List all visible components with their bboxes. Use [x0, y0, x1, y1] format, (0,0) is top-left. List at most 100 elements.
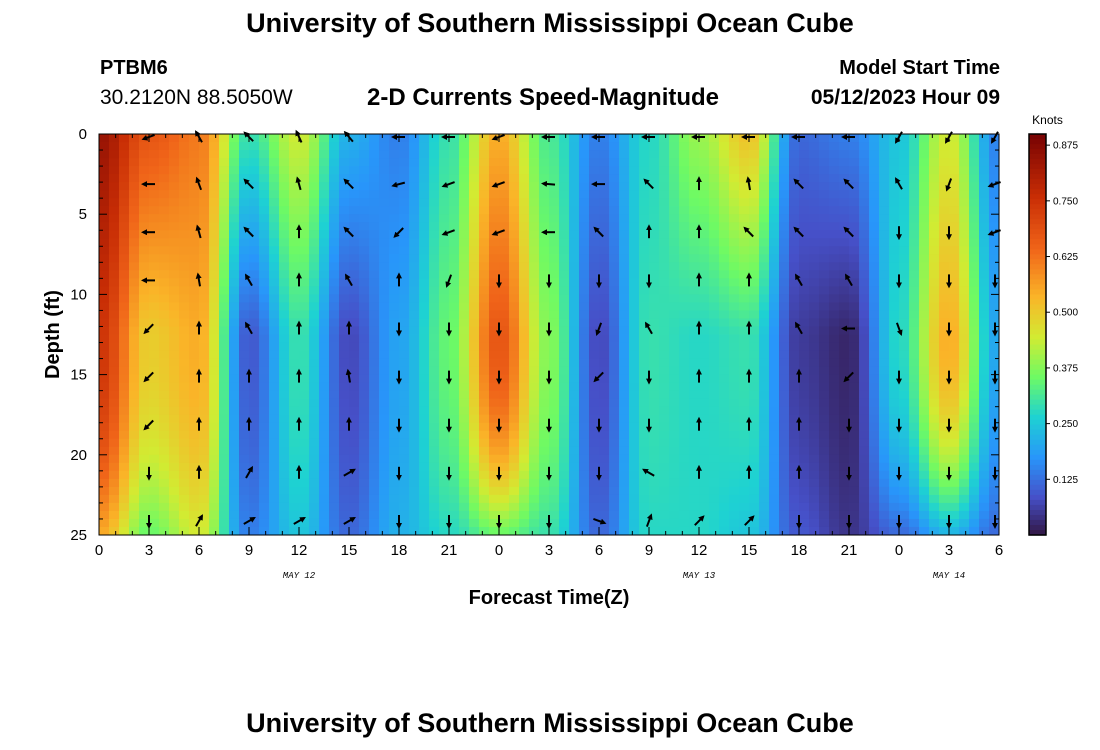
heatmap-cell [339, 326, 350, 335]
current-vector-arrow [795, 273, 803, 287]
heatmap-cell [649, 527, 660, 536]
heatmap-cell [489, 519, 500, 528]
heatmap-cell [729, 278, 740, 287]
heatmap-cell [209, 134, 220, 143]
heatmap-cell [639, 399, 650, 408]
heatmap-cell [819, 415, 830, 424]
heatmap-cell [709, 150, 720, 159]
heatmap-cell [549, 270, 560, 279]
heatmap-cell [299, 463, 310, 472]
heatmap-cell [319, 439, 330, 448]
heatmap-cell [939, 399, 950, 408]
heatmap-cell [399, 407, 410, 416]
heatmap-cell [509, 278, 520, 287]
heatmap-cell [809, 439, 820, 448]
heatmap-cell [769, 527, 780, 536]
heatmap-cell [549, 391, 560, 400]
heatmap-cell [919, 270, 930, 279]
heatmap-cell [259, 391, 270, 400]
heatmap-cell [939, 238, 950, 247]
heatmap-cell [259, 326, 270, 335]
heatmap-cell [629, 262, 640, 271]
heatmap-cell [319, 343, 330, 352]
heatmap-cell [929, 262, 940, 271]
heatmap-cell [929, 254, 940, 263]
heatmap-cell [909, 174, 920, 183]
heatmap-cell [179, 343, 190, 352]
heatmap-cell [399, 246, 410, 255]
heatmap-cell [879, 294, 890, 303]
heatmap-cell [339, 447, 350, 456]
heatmap-cell [189, 463, 200, 472]
heatmap-cell [669, 439, 680, 448]
heatmap-cell [619, 423, 630, 432]
heatmap-cell [599, 230, 610, 239]
heatmap-cell [649, 174, 660, 183]
heatmap-cell [709, 527, 720, 536]
heatmap-cell [559, 375, 570, 384]
heatmap-cell [989, 431, 1000, 440]
heatmap-cell [939, 407, 950, 416]
heatmap-cell [519, 439, 530, 448]
heatmap-cell [119, 262, 130, 271]
heatmap-cell [99, 335, 110, 344]
heatmap-cell [189, 415, 200, 424]
heatmap-cell [859, 302, 870, 311]
heatmap-cell [919, 318, 930, 327]
heatmap-cell [409, 278, 420, 287]
heatmap-cell [909, 383, 920, 392]
heatmap-cell [869, 367, 880, 376]
heatmap-cell [789, 343, 800, 352]
heatmap-cell [849, 463, 860, 472]
heatmap-cell [269, 174, 280, 183]
heatmap-cell [799, 487, 810, 496]
heatmap-cell [429, 471, 440, 480]
heatmap-cell [339, 198, 350, 207]
heatmap-cell [789, 302, 800, 311]
heatmap-cell [279, 238, 290, 247]
heatmap-cell [439, 487, 450, 496]
heatmap-cell [169, 399, 180, 408]
heatmap-cell [699, 495, 710, 504]
heatmap-cell [699, 174, 710, 183]
heatmap-cell [929, 318, 940, 327]
heatmap-cell [439, 407, 450, 416]
heatmap-cell [589, 286, 600, 295]
heatmap-cell [469, 142, 480, 151]
heatmap-cell [379, 391, 390, 400]
heatmap-cell [729, 503, 740, 512]
heatmap-cell [819, 495, 830, 504]
heatmap-cell [509, 415, 520, 424]
heatmap-cell [559, 254, 570, 263]
heatmap-cell [489, 495, 500, 504]
heatmap-cell [709, 174, 720, 183]
heatmap-cell [199, 383, 210, 392]
heatmap-cell [819, 150, 830, 159]
heatmap-cell [649, 182, 660, 191]
heatmap-cell [419, 326, 430, 335]
heatmap-cell [549, 254, 560, 263]
heatmap-cell [959, 214, 970, 223]
heatmap-cell [389, 254, 400, 263]
heatmap-cell [439, 254, 450, 263]
heatmap-cell [219, 367, 230, 376]
heatmap-cell [579, 206, 590, 215]
heatmap-cell [179, 375, 190, 384]
heatmap-cell [309, 190, 320, 199]
heatmap-cell [179, 423, 190, 432]
heatmap-cell [409, 302, 420, 311]
heatmap-cell [599, 407, 610, 416]
heatmap-cell [799, 495, 810, 504]
heatmap-cell [199, 278, 210, 287]
heatmap-cell [329, 439, 340, 448]
heatmap-cell [749, 391, 760, 400]
heatmap-cell [959, 278, 970, 287]
heatmap-cell [99, 302, 110, 311]
heatmap-cell [229, 198, 240, 207]
heatmap-cell [489, 198, 500, 207]
heatmap-cell [169, 318, 180, 327]
colorbar-segment [1029, 239, 1046, 245]
heatmap-cell [369, 407, 380, 416]
station-id: PTBM6 [100, 57, 168, 79]
heatmap-cell [429, 214, 440, 223]
